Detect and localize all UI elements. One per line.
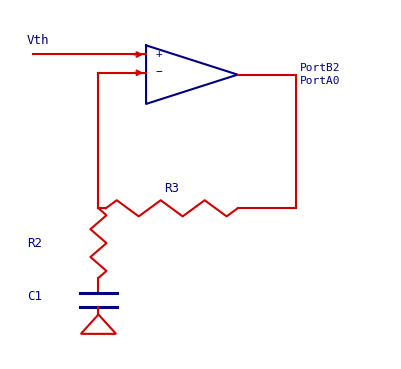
Text: R2: R2 (27, 237, 42, 249)
Text: R3: R3 (164, 182, 179, 195)
Text: C1: C1 (27, 290, 42, 303)
Text: −: − (155, 67, 162, 77)
Text: PortB2: PortB2 (299, 63, 340, 73)
Text: +: + (155, 49, 162, 59)
Text: Vth: Vth (27, 34, 49, 47)
Text: PortA0: PortA0 (299, 76, 340, 86)
